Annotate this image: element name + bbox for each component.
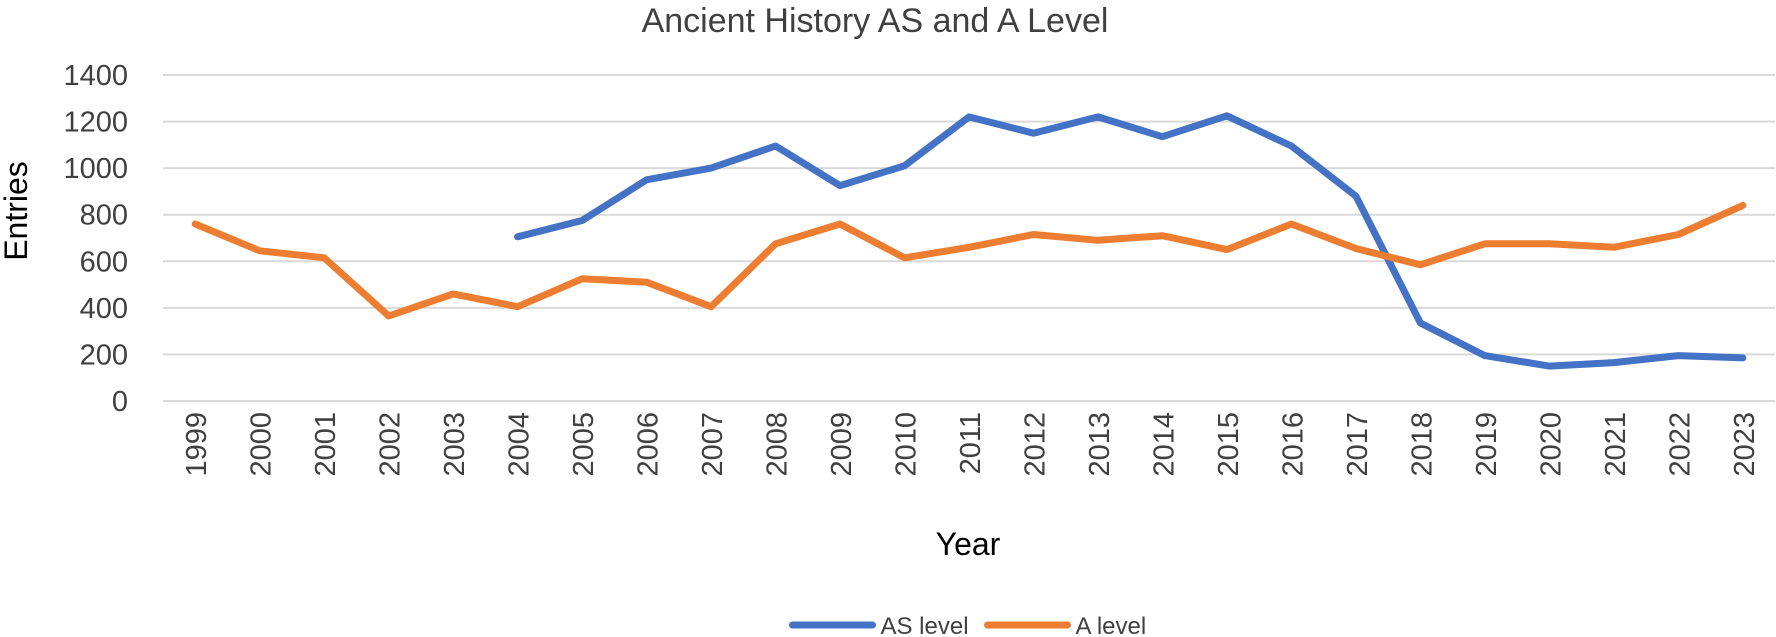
y-axis-ticks: 0 200 400 600 800 1000 1200 1400 (63, 60, 128, 418)
legend: AS level A level (789, 613, 1147, 637)
x-tick-label: 2019 (1471, 412, 1503, 477)
legend-label: AS level (881, 613, 969, 637)
x-axis-ticks: 1999 2000 2001 2002 2003 2004 2005 2006 2007 2008… (181, 412, 1761, 477)
x-axis-title: Year (936, 526, 1001, 562)
x-tick-label: 2017 (1342, 412, 1374, 477)
y-tick-label: 600 (80, 246, 128, 278)
gridlines (163, 74, 1775, 402)
x-tick-label: 2012 (1019, 412, 1051, 477)
x-tick-label: 2006 (633, 412, 665, 477)
x-tick-label: 2000 (246, 412, 278, 477)
x-tick-label: 2007 (697, 412, 729, 477)
x-tick-label: 2011 (955, 412, 987, 474)
x-tick-label: 2018 (1406, 412, 1438, 477)
y-tick-label: 200 (80, 339, 128, 371)
x-tick-label: 2001 (310, 412, 342, 477)
x-tick-label: 2020 (1535, 412, 1567, 477)
y-tick-label: 1000 (63, 153, 128, 185)
x-tick-label: 2008 (762, 412, 794, 477)
x-tick-label: 2005 (568, 412, 600, 477)
y-tick-label: 400 (80, 293, 128, 325)
series-line-2 (191, 201, 1747, 320)
series-line-1 (514, 112, 1747, 370)
x-tick-label: 2014 (1148, 412, 1180, 477)
x-tick-label: 2010 (891, 412, 923, 477)
legend-label: A level (1076, 613, 1147, 637)
x-tick-label: 1999 (181, 412, 213, 477)
y-tick-label: 0 (112, 386, 128, 418)
x-tick-label: 2023 (1729, 412, 1761, 477)
x-tick-label: 2021 (1600, 412, 1632, 477)
x-tick-label: 2003 (439, 412, 471, 477)
y-tick-label: 1400 (63, 60, 128, 92)
x-tick-label: 2022 (1664, 412, 1696, 477)
x-tick-label: 2013 (1084, 412, 1116, 477)
x-tick-label: 2015 (1213, 412, 1245, 477)
x-tick-label: 2002 (375, 412, 407, 477)
y-tick-label: 800 (80, 200, 128, 232)
x-tick-label: 2009 (826, 412, 858, 477)
x-tick-label: 2016 (1277, 412, 1309, 477)
y-axis-title: Entries (0, 161, 34, 261)
chart-title: Ancient History AS and A Level (642, 2, 1109, 40)
y-tick-label: 1200 (63, 107, 128, 139)
x-tick-label: 2004 (504, 412, 536, 477)
series-layer (191, 112, 1747, 370)
